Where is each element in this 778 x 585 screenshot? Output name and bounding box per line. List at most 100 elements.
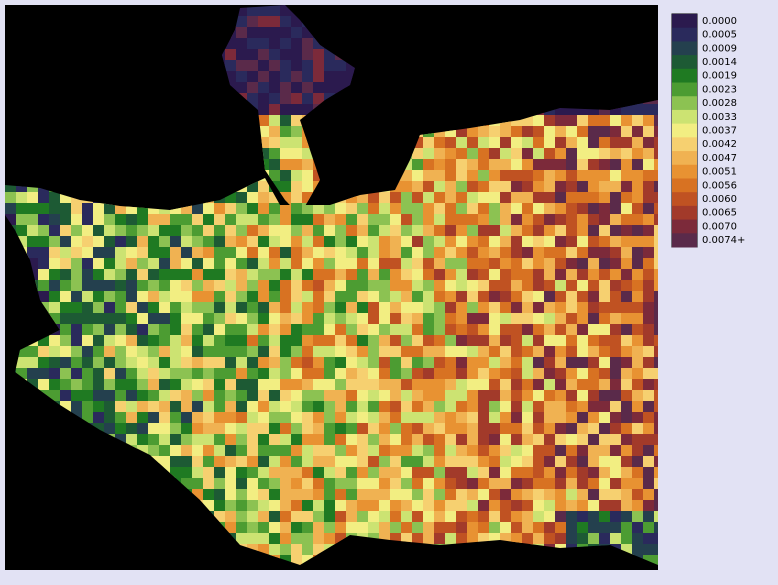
region [346, 269, 357, 280]
region [236, 346, 247, 357]
region [126, 247, 137, 258]
region [346, 313, 357, 324]
region [291, 302, 302, 313]
region [401, 291, 412, 302]
region [335, 357, 346, 368]
region [313, 368, 324, 379]
region [60, 192, 71, 203]
legend-swatch [672, 123, 697, 138]
region [170, 346, 181, 357]
region [104, 401, 115, 412]
region [379, 434, 390, 445]
region [181, 280, 192, 291]
region [544, 225, 555, 236]
region [203, 412, 214, 423]
region [511, 368, 522, 379]
region [159, 313, 170, 324]
region [214, 368, 225, 379]
region [335, 214, 346, 225]
region [522, 511, 533, 522]
region [588, 170, 599, 181]
region [126, 346, 137, 357]
region [610, 478, 621, 489]
region [500, 269, 511, 280]
region [324, 445, 335, 456]
region [258, 544, 269, 555]
region [357, 445, 368, 456]
region [555, 258, 566, 269]
region [368, 401, 379, 412]
legend-label: 0.0000 [702, 16, 737, 27]
region [225, 390, 236, 401]
region [115, 346, 126, 357]
region [610, 401, 621, 412]
region [269, 214, 280, 225]
region [412, 258, 423, 269]
region [654, 522, 658, 533]
region [390, 291, 401, 302]
region [522, 126, 533, 137]
region [49, 225, 60, 236]
region [423, 445, 434, 456]
region [610, 247, 621, 258]
region [159, 357, 170, 368]
region [258, 280, 269, 291]
region [258, 379, 269, 390]
region [368, 379, 379, 390]
region [324, 346, 335, 357]
region [621, 533, 632, 544]
region [225, 335, 236, 346]
region [610, 335, 621, 346]
region [654, 236, 658, 247]
region [247, 280, 258, 291]
region [445, 390, 456, 401]
region [346, 368, 357, 379]
region [478, 302, 489, 313]
region [115, 434, 126, 445]
region [148, 357, 159, 368]
region [434, 434, 445, 445]
region [357, 368, 368, 379]
region [511, 126, 522, 137]
region [104, 291, 115, 302]
region [126, 269, 137, 280]
region [610, 170, 621, 181]
region [434, 291, 445, 302]
region [522, 280, 533, 291]
region [82, 225, 93, 236]
region [478, 467, 489, 478]
region [291, 104, 302, 115]
region [511, 203, 522, 214]
region [313, 379, 324, 390]
region [533, 456, 544, 467]
region [434, 379, 445, 390]
region [577, 236, 588, 247]
region [60, 324, 71, 335]
region [302, 456, 313, 467]
region [401, 500, 412, 511]
region [137, 423, 148, 434]
region [104, 236, 115, 247]
region [456, 258, 467, 269]
region [302, 236, 313, 247]
region [412, 401, 423, 412]
region [632, 104, 643, 115]
region [38, 346, 49, 357]
region [621, 346, 632, 357]
region [621, 280, 632, 291]
region [610, 126, 621, 137]
region [533, 269, 544, 280]
region [533, 533, 544, 544]
region [71, 390, 82, 401]
region [379, 445, 390, 456]
region [181, 335, 192, 346]
region [137, 390, 148, 401]
region [599, 379, 610, 390]
region [599, 181, 610, 192]
region [181, 269, 192, 280]
region [181, 236, 192, 247]
region [511, 379, 522, 390]
region [632, 302, 643, 313]
legend-label: 0.0051 [702, 167, 737, 178]
region [599, 280, 610, 291]
